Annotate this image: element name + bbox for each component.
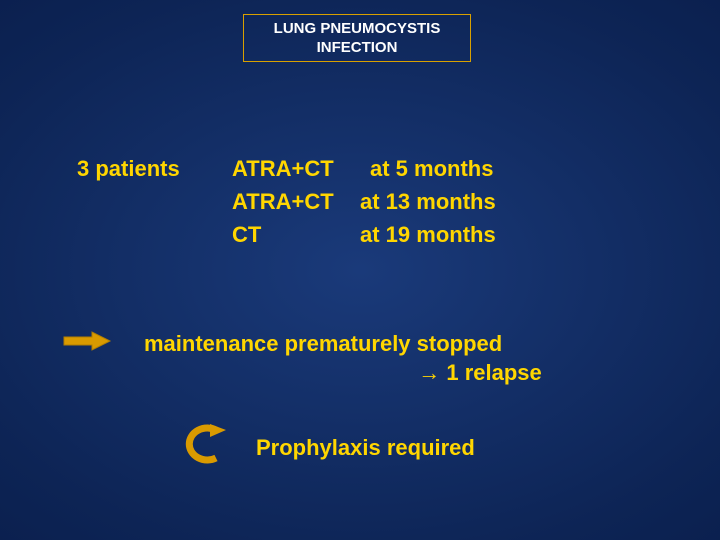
treatment-cell: ATRA+CT xyxy=(232,152,360,185)
title-line-1: LUNG PNEUMOCYSTIS xyxy=(274,19,441,39)
bottom-block: maintenance prematurely stopped → 1 rela… xyxy=(0,330,720,472)
maintenance-line: maintenance prematurely stopped xyxy=(0,330,720,358)
relapse-line: → 1 relapse xyxy=(240,360,720,386)
relapse-text: 1 relapse xyxy=(440,360,542,385)
arrow-right-icon xyxy=(62,330,112,358)
time-cell: at 5 months xyxy=(360,152,496,185)
curl-arrow-icon xyxy=(180,424,228,472)
treatment-column: ATRA+CT ATRA+CT CT xyxy=(232,152,360,251)
patient-table: 3 patients ATRA+CT ATRA+CT CT at 5 month… xyxy=(77,152,496,251)
prophylaxis-line: Prophylaxis required xyxy=(0,424,720,472)
time-column: at 5 months at 13 months at 19 months xyxy=(360,152,496,251)
time-cell: at 13 months xyxy=(360,185,496,218)
title-line-2: INFECTION xyxy=(317,38,398,58)
prophylaxis-text: Prophylaxis required xyxy=(256,435,475,461)
maintenance-text: maintenance prematurely stopped xyxy=(144,331,502,357)
title-box: LUNG PNEUMOCYSTIS INFECTION xyxy=(243,14,471,62)
time-cell: at 19 months xyxy=(360,218,496,251)
relapse-arrow-icon: → xyxy=(418,360,440,385)
patients-column: 3 patients xyxy=(77,152,232,251)
treatment-cell: ATRA+CT xyxy=(232,185,360,218)
treatment-cell: CT xyxy=(232,218,360,251)
patients-label: 3 patients xyxy=(77,152,232,185)
